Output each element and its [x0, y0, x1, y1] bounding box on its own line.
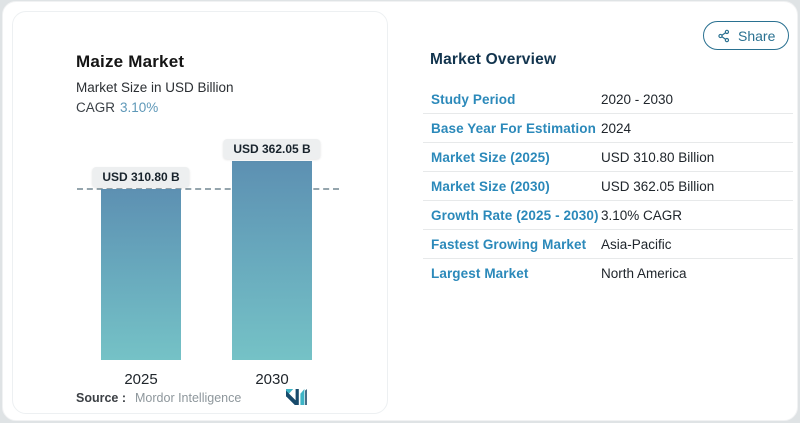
bar-2030	[232, 161, 312, 360]
row-value: Asia-Pacific	[601, 236, 672, 252]
overview-title: Market Overview	[430, 51, 557, 68]
chart-title: Maize Market	[76, 52, 185, 71]
cagr-label: CAGR	[76, 100, 116, 115]
bar-value-label-2025: USD 310.80 B	[92, 167, 190, 187]
table-row-largest-market: Largest Market North America	[423, 259, 793, 288]
market-chart-card: Maize Market Market Size in USD Billion …	[12, 11, 388, 414]
source-label: Source :	[76, 391, 127, 405]
row-label: Largest Market	[431, 266, 529, 281]
table-row-study-period: Study Period 2020 - 2030	[423, 85, 793, 114]
chart-cagr: CAGR 3.10%	[76, 100, 158, 115]
row-label: Market Size (2030)	[431, 178, 550, 194]
cagr-value: 3.10%	[120, 100, 159, 115]
row-value: 2020 - 2030	[601, 91, 674, 107]
x-axis-label-2030: 2030	[255, 371, 289, 388]
chart-subtitle: Market Size in USD Billion	[76, 80, 234, 95]
bar-2025	[101, 189, 181, 360]
row-label: Study Period	[431, 91, 516, 107]
table-row-market-size-2030: Market Size (2030) USD 362.05 Billion	[423, 172, 793, 201]
source-attribution: Source : Mordor Intelligence	[76, 391, 241, 405]
table-row-market-size-2025: Market Size (2025) USD 310.80 Billion	[423, 143, 793, 172]
bar-value-label-2030: USD 362.05 B	[223, 139, 321, 159]
table-row-fastest-growing-market: Fastest Growing Market Asia-Pacific	[423, 230, 793, 259]
source-value: Mordor Intelligence	[135, 391, 242, 405]
share-button[interactable]: Share	[703, 21, 790, 50]
mordor-intelligence-logo-icon	[285, 389, 311, 410]
share-icon	[717, 29, 731, 43]
row-value: USD 362.05 Billion	[601, 178, 715, 194]
share-button-label: Share	[738, 27, 776, 44]
row-value: North America	[601, 266, 687, 281]
x-axis-label-2025: 2025	[124, 371, 158, 388]
baseline-dashed-line	[77, 188, 339, 190]
table-row-growth-rate: Growth Rate (2025 - 2030) 3.10% CAGR	[423, 201, 793, 230]
row-value: USD 310.80 Billion	[601, 149, 715, 165]
row-label: Fastest Growing Market	[431, 236, 587, 252]
row-label: Market Size (2025)	[431, 149, 550, 165]
row-value: 3.10% CAGR	[601, 207, 683, 223]
row-label: Growth Rate (2025 - 2030)	[431, 207, 599, 223]
table-row-base-year: Base Year For Estimation 2024	[423, 114, 793, 143]
overview-table: Study Period 2020 - 2030 Base Year For E…	[423, 85, 793, 288]
row-value: 2024	[601, 120, 632, 136]
row-label: Base Year For Estimation	[431, 120, 596, 136]
